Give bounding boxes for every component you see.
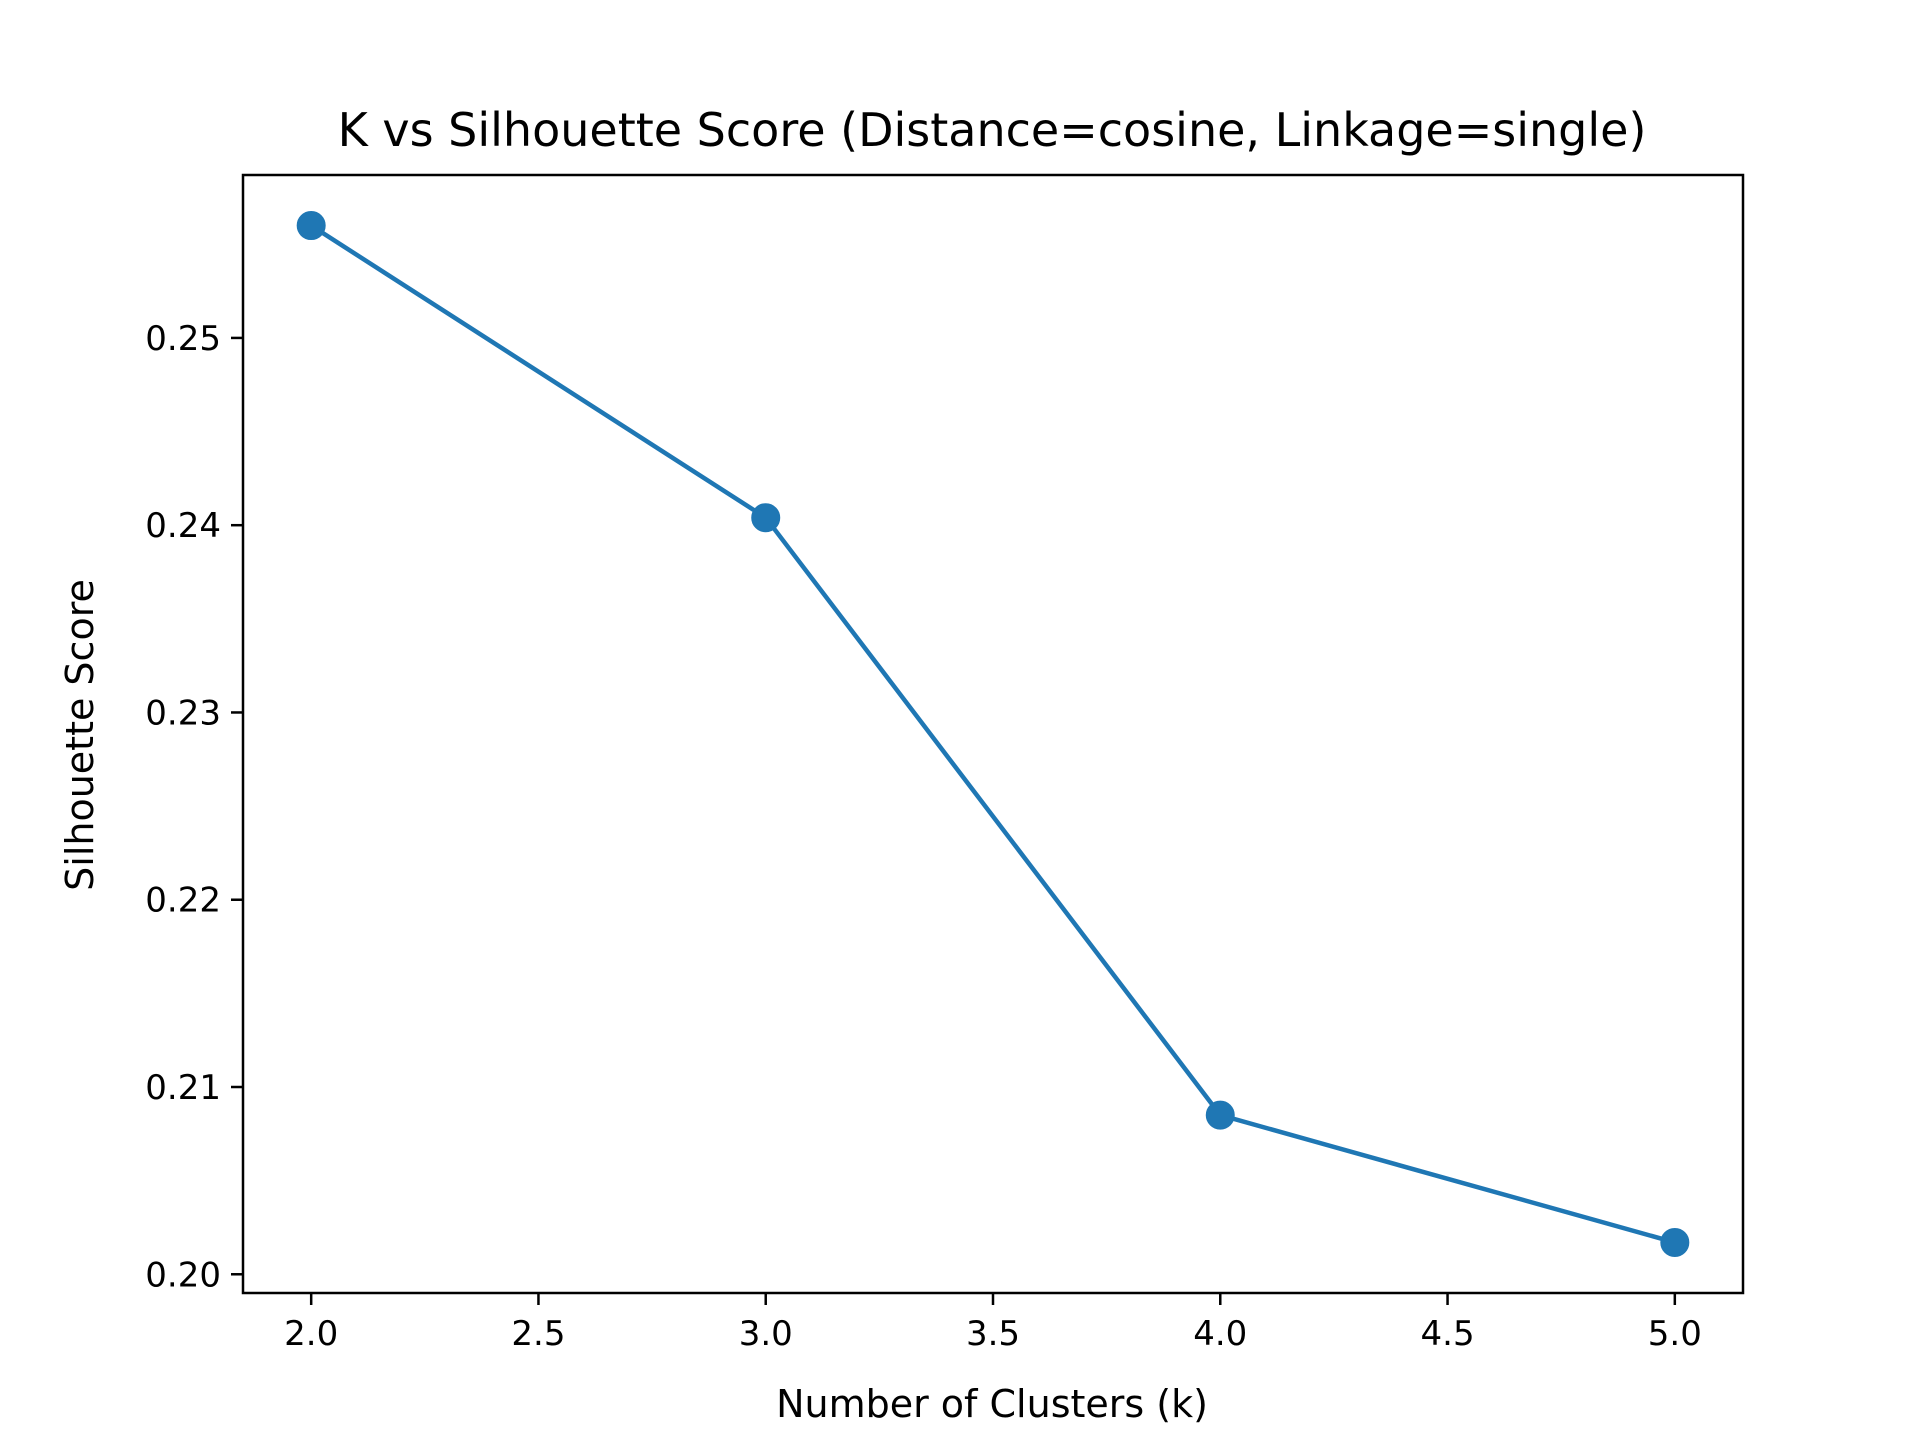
series-line-0 [308, 222, 1678, 1246]
y-tick-label: 0.22 [145, 881, 221, 921]
x-tick-label: 4.5 [1421, 1314, 1475, 1354]
data-point-k3 [751, 503, 781, 533]
y-tick-label: 0.24 [145, 506, 221, 546]
plot-area: 2.0 2.5 3.0 3.5 4.0 4.5 5.0 0.20 0.21 0.22 0.23 0.2… [145, 173, 1745, 1354]
x-tick-label: 2.5 [511, 1314, 565, 1354]
y-tick-label: 0.25 [145, 319, 221, 359]
x-tick-label: 3.0 [739, 1314, 793, 1354]
x-axis-label: Number of Clusters (k) [776, 1382, 1208, 1426]
x-tick-label: 2.0 [284, 1314, 338, 1354]
data-point-k5 [1660, 1227, 1690, 1257]
x-tick-label: 5.0 [1648, 1314, 1702, 1354]
chart-title: K vs Silhouette Score (Distance=cosine, … [338, 103, 1647, 157]
x-tick-label: 4.0 [1193, 1314, 1247, 1354]
y-axis-label: Silhouette Score [58, 579, 102, 891]
y-tick-label: 0.20 [145, 1255, 221, 1295]
data-point-k4 [1205, 1100, 1235, 1130]
y-tick-label: 0.23 [145, 693, 221, 733]
x-tick-label: 3.5 [966, 1314, 1020, 1354]
y-tick-label: 0.21 [145, 1068, 221, 1108]
data-point-k2 [296, 211, 326, 241]
